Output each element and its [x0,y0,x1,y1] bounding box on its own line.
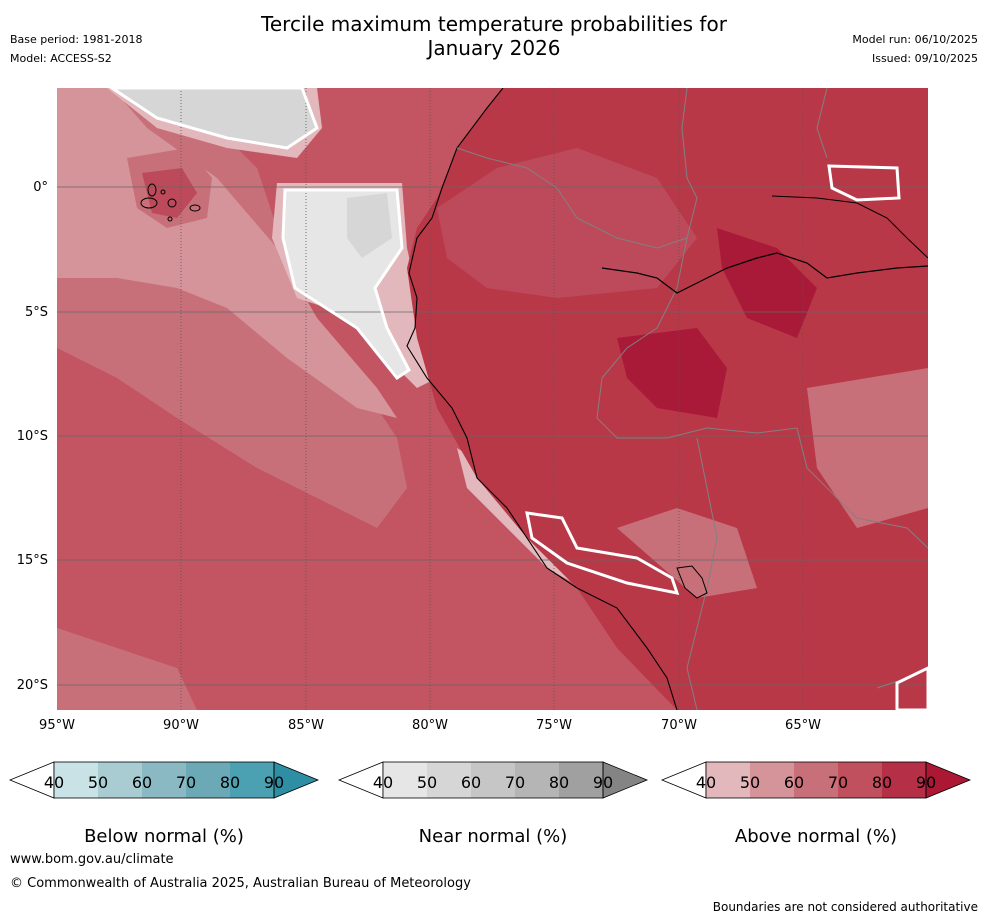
cb-below-tick: 70 [175,773,197,792]
lat-label-15s: 15°S [16,553,48,568]
lon-label-90w: 90°W [163,718,199,733]
map-svg [57,88,928,710]
pacific-coastline [406,88,678,710]
graticule-lat [57,186,928,686]
lon-label-95w: 95°W [39,718,75,733]
cb-above-tick: 80 [871,773,893,792]
lon-label-75w: 75°W [536,718,572,733]
cb-above-tick: 60 [783,773,805,792]
footer-copyright: © Commonwealth of Australia 2025, Austra… [10,876,471,891]
cb-above-tick: 90 [915,773,937,792]
cb-below-tick: 80 [219,773,241,792]
land-60-south-region [617,508,757,598]
probability-map [57,88,928,710]
near-normal-contours [109,88,928,710]
northern-river [771,195,928,259]
colorbar-below-seg-70 [186,762,230,798]
colorbar-near-seg-70 [515,762,559,798]
amazon-river [601,252,928,294]
footer-url: www.bom.gov.au/climate [10,852,174,867]
north-near-50-region [112,88,317,148]
southwest-60-region [57,628,197,710]
issued-date: Issued: 09/10/2025 [871,52,978,65]
colorbar-above-seg-40 [706,762,750,798]
lon-label-65w: 65°W [785,718,821,733]
cb-near-tick: 70 [504,773,526,792]
colorbar-below-seg-40 [54,762,98,798]
colorbar-above [660,761,972,799]
land-60-east-region [807,368,928,528]
land-90-north-core [717,228,817,338]
cb-near-tick: 40 [372,773,394,792]
country-borders [456,88,928,710]
title-line-2: January 2026 [427,36,561,60]
cb-near-tick: 80 [548,773,570,792]
cb-near-tick: 50 [416,773,438,792]
cb-near-tick: 90 [592,773,614,792]
colorbar-above-seg-70 [838,762,882,798]
colorbars-svg [8,761,972,799]
model-run: Model run: 06/10/2025 [852,33,978,46]
colorbar-near [337,761,649,799]
lon-label-85w: 85°W [288,718,324,733]
colorbar-above-seg-80 [882,762,926,798]
lat-label-0: 0° [33,180,48,195]
land-70-region [437,148,697,298]
cb-above-tick: 40 [695,773,717,792]
colorbar-near-seg-50 [427,762,471,798]
cb-below-tick: 60 [131,773,153,792]
colorbar-below-seg-80 [230,762,274,798]
chart-title: Tercile maximum temperature probabilitie… [0,12,988,60]
colorbar-above-seg-60 [794,762,838,798]
lat-label-5s: 5°S [24,305,48,320]
colorbar-below-seg-50 [98,762,142,798]
colorbar-near-seg-60 [471,762,515,798]
model-name: Model: ACCESS-S2 [10,52,112,65]
cb-below-tick: 90 [263,773,285,792]
cb-near-tick: 60 [460,773,482,792]
colorbar-near-title: Near normal (%) [418,826,568,847]
colorbar-above-title: Above normal (%) [734,826,898,847]
lon-label-70w: 70°W [661,718,697,733]
cb-below-tick: 50 [87,773,109,792]
cb-above-tick: 70 [827,773,849,792]
coastal-near-50-patch [347,193,392,258]
colorbar-below-seg-60 [142,762,186,798]
galapagos-islands [140,183,201,222]
lat-label-10s: 10°S [16,429,48,444]
footer-boundaries-note: Boundaries are not considered authoritat… [712,900,978,914]
colorbar-near-seg-80 [559,762,603,798]
colorbar-below-title: Below normal (%) [84,826,244,847]
title-line-1: Tercile maximum temperature probabilitie… [261,12,727,36]
land-90-core [617,328,727,418]
colorbar-near-seg-40 [383,762,427,798]
lake-titicaca [676,565,708,599]
lon-label-80w: 80°W [412,718,448,733]
base-period: Base period: 1981-2018 [10,33,143,46]
colorbar-above-seg-50 [750,762,794,798]
lat-label-20s: 20°S [16,678,48,693]
cb-above-tick: 50 [739,773,761,792]
colorbar-below [8,761,320,799]
cb-below-tick: 40 [43,773,65,792]
